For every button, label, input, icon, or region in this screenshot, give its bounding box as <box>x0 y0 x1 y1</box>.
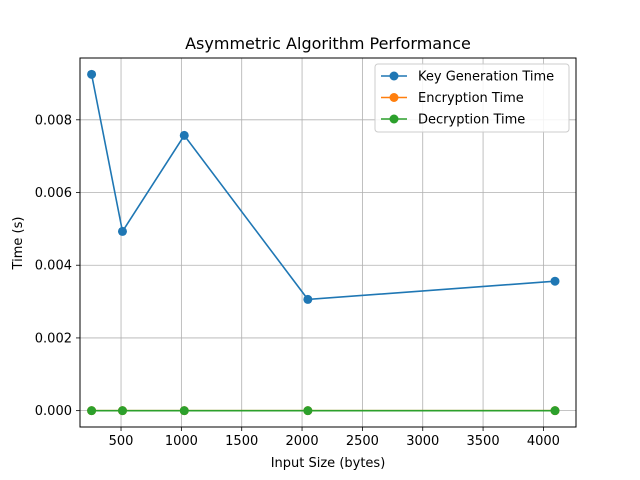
x-tick-label: 4000 <box>527 434 560 449</box>
x-tick-label: 1500 <box>225 434 258 449</box>
data-point <box>87 69 97 79</box>
data-point <box>117 226 127 236</box>
x-axis-title: Input Size (bytes) <box>271 456 386 471</box>
data-point <box>550 406 560 416</box>
x-tick-label: 500 <box>109 434 134 449</box>
y-tick-label: 0.008 <box>35 113 72 128</box>
legend: Key Generation Time Encryption Time Decryp… <box>374 63 570 133</box>
data-point <box>303 294 313 304</box>
chart-title: Asymmetric Algorithm Performance <box>185 34 471 53</box>
data-point <box>87 406 97 416</box>
y-axis-title: Time (s) <box>11 217 26 271</box>
legend-marker <box>389 114 399 124</box>
x-tick-label: 2000 <box>286 434 319 449</box>
data-point <box>117 406 127 416</box>
legend-label: Key Generation Time <box>418 70 554 85</box>
series-layer <box>87 69 560 416</box>
y-tick-label: 0.000 <box>35 404 72 419</box>
data-point <box>179 406 189 416</box>
y-tick-label: 0.006 <box>35 186 72 201</box>
legend-label: Encryption Time <box>418 91 524 106</box>
data-point <box>303 406 313 416</box>
legend-box <box>374 63 570 133</box>
plot-frame <box>79 57 577 428</box>
y-tick-label: 0.002 <box>35 331 72 346</box>
x-tick-label: 3000 <box>406 434 439 449</box>
x-tick-label: 3500 <box>467 434 500 449</box>
legend-label: Decryption Time <box>418 113 525 128</box>
tick-layer: 500 1000 1500 2000 2500 3000 3500 4000 0.000 0.00… <box>35 113 560 449</box>
data-point <box>550 276 560 286</box>
legend-marker <box>389 71 399 81</box>
x-tick-label: 1000 <box>165 434 198 449</box>
legend-marker <box>389 93 399 102</box>
y-tick-label: 0.004 <box>35 259 72 274</box>
x-tick-label: 2500 <box>346 434 379 449</box>
data-point <box>179 130 189 140</box>
